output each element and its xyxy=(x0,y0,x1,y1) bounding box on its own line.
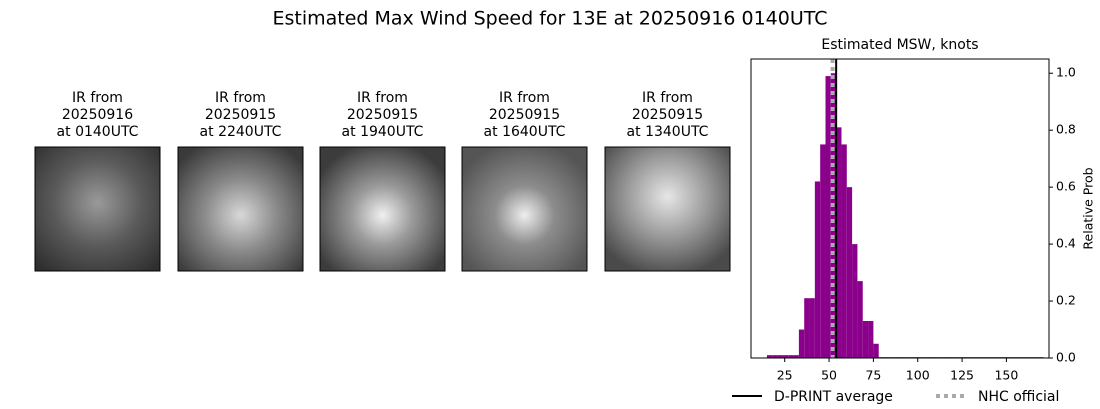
panel-caption: 20250915 xyxy=(489,107,560,123)
y-tick-label: 0.0 xyxy=(1056,350,1076,365)
panel-caption: 20250915 xyxy=(347,107,418,123)
bar xyxy=(846,187,853,358)
bar xyxy=(766,355,773,358)
bar xyxy=(852,244,858,358)
panel-caption: IR from xyxy=(357,90,408,106)
y-tick-label: 0.8 xyxy=(1056,122,1076,137)
y-tick-label: 1.0 xyxy=(1056,65,1076,80)
bar xyxy=(857,281,863,358)
ir-image xyxy=(319,146,446,272)
ir-image xyxy=(177,146,304,272)
bar xyxy=(814,181,821,358)
x-tick-label: 100 xyxy=(906,368,930,383)
y-tick-label: 0.6 xyxy=(1056,179,1076,194)
panel-caption: at 1640UTC xyxy=(484,124,566,140)
bar xyxy=(862,320,869,358)
chart-title: Estimated MSW, knots xyxy=(821,37,978,53)
panel-caption: 20250916 xyxy=(62,107,133,123)
bar xyxy=(841,144,847,358)
bar xyxy=(809,298,815,358)
panel-caption: IR from xyxy=(642,90,693,106)
x-tick-label: 25 xyxy=(777,368,793,383)
panel-caption: at 1940UTC xyxy=(342,124,424,140)
bar xyxy=(868,320,874,358)
panel-caption: 20250915 xyxy=(632,107,703,123)
legend-label: NHC official xyxy=(978,389,1059,405)
bar xyxy=(788,355,794,358)
bar xyxy=(820,144,826,358)
bar xyxy=(830,73,837,358)
ir-image xyxy=(34,146,161,272)
panel-caption: at 1340UTC xyxy=(627,124,709,140)
x-tick-label: 150 xyxy=(994,368,1018,383)
legend-label: D-PRINT average xyxy=(774,389,893,405)
bar xyxy=(793,355,799,358)
panel-caption: at 0140UTC xyxy=(57,124,139,140)
bar xyxy=(836,127,842,358)
x-tick-label: 50 xyxy=(821,368,837,383)
x-tick-label: 125 xyxy=(950,368,974,383)
panel-caption: IR from xyxy=(72,90,123,106)
bar xyxy=(798,329,805,358)
bar xyxy=(873,343,879,358)
ir-image xyxy=(461,146,588,272)
y-tick-label: 0.4 xyxy=(1056,236,1076,251)
panel-caption: 20250915 xyxy=(205,107,276,123)
y-tick-label: 0.2 xyxy=(1056,293,1076,308)
panel-caption: IR from xyxy=(215,90,266,106)
ir-image xyxy=(604,146,731,272)
y-axis-label: Relative Prob xyxy=(1081,167,1096,249)
histogram-chart: Estimated MSW, knots 25 50 75 100 125 150 0.0 0.… xyxy=(732,37,1096,405)
panel-caption: IR from xyxy=(499,90,550,106)
figure-title: Estimated Max Wind Speed for 13E at 2025… xyxy=(272,8,827,30)
bar xyxy=(772,355,778,358)
bar xyxy=(825,76,831,358)
bar xyxy=(777,355,783,358)
bar xyxy=(804,298,810,358)
plot-frame xyxy=(750,58,1050,359)
panel-caption: at 2240UTC xyxy=(200,124,282,140)
x-tick-label: 75 xyxy=(865,368,881,383)
bar xyxy=(782,355,789,358)
